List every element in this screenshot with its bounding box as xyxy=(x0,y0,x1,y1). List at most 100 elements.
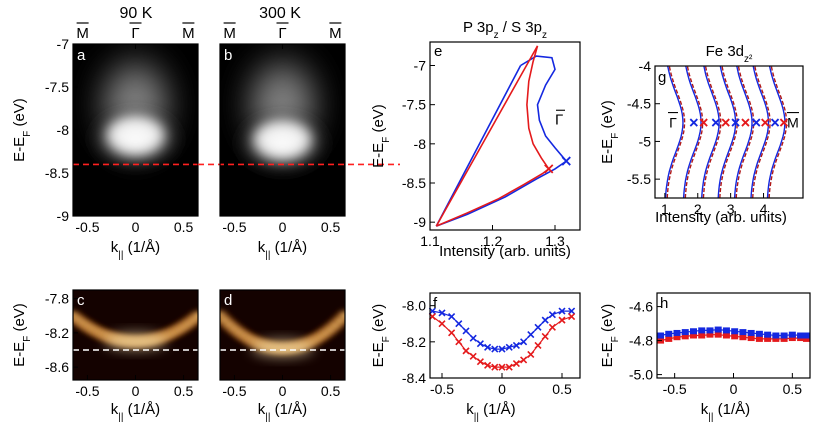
plot-frame xyxy=(219,289,346,381)
symmetry-point-label: M xyxy=(182,25,195,42)
data-point xyxy=(673,334,681,341)
panel-label: a xyxy=(77,47,86,64)
data-point xyxy=(714,331,722,338)
data-point xyxy=(548,323,556,331)
cross-marker-red xyxy=(761,118,770,127)
y-tick-label: -7.5 xyxy=(45,79,69,95)
x-tick-label: 0 xyxy=(279,383,287,399)
cross-marker-blue xyxy=(752,118,761,127)
panel-label: g xyxy=(658,69,666,86)
data-point xyxy=(772,332,780,339)
panel-d: -0.5 0 0.5 d k|| (1/Å) xyxy=(219,289,346,423)
edc-curve xyxy=(666,65,686,199)
x-tick-label: 0 xyxy=(132,383,140,399)
data-point xyxy=(484,343,492,351)
temp-label-90: 90 K xyxy=(120,5,153,22)
data-point xyxy=(558,316,566,324)
x-tick-label: 1.1 xyxy=(420,233,440,249)
x-tick-label: -0.5 xyxy=(430,381,454,397)
symmetry-point-label: M xyxy=(76,25,89,42)
data-point xyxy=(797,332,805,339)
y-axis-label: E-EF (eV) xyxy=(370,104,392,168)
y-tick-label: -5.5 xyxy=(627,171,651,187)
edc-curve xyxy=(750,65,770,199)
y-axis-label: E-EF (eV) xyxy=(370,304,392,368)
data-point xyxy=(802,335,810,342)
data-point xyxy=(698,332,706,339)
x-axis-label: k|| (1/Å) xyxy=(466,401,515,423)
data-point xyxy=(755,330,763,337)
panel-b: -0.5 0 0.5bM Γ Mk|| (1/Å) xyxy=(198,22,400,261)
data-point xyxy=(747,335,755,342)
y-tick-label: -9 xyxy=(414,214,427,230)
x-tick-label: 2 xyxy=(694,201,702,217)
data-point xyxy=(448,312,456,321)
x-axis-label: k|| (1/Å) xyxy=(111,401,160,423)
data-point xyxy=(764,331,772,338)
cross-marker xyxy=(544,164,554,174)
data-point xyxy=(731,333,739,340)
y-tick-label: -8.2 xyxy=(45,325,69,341)
series-line-3 xyxy=(435,45,539,227)
data-point xyxy=(706,331,714,338)
edc-curve xyxy=(768,65,788,199)
data-point xyxy=(568,312,576,321)
panel-e: 1.1 1.2 1.3 -9 -8.5 -8 -7.5 -7 e Γ P 3pz / S 3pz In… xyxy=(370,19,581,260)
y-tick-label: -7.5 xyxy=(402,97,426,113)
data-point xyxy=(788,335,796,342)
data-point xyxy=(491,345,499,353)
panel-g: 1 2 3 4 -5.5 -5 -4.5 -4 g Γ M Fe 3dz² Intensity (arb… xyxy=(599,43,804,226)
data-point xyxy=(448,329,456,337)
y-tick-label: -8.5 xyxy=(402,175,426,191)
series-line-0 xyxy=(436,55,568,227)
data-point xyxy=(527,350,535,359)
data-point xyxy=(772,335,780,342)
edc-curve xyxy=(752,65,771,199)
data-point xyxy=(568,307,576,315)
x-tick-label: 0 xyxy=(730,381,738,397)
cross-marker-blue xyxy=(731,118,740,127)
band-blob xyxy=(188,309,198,324)
y-tick-label: -4.8 xyxy=(629,333,653,349)
edc-curve xyxy=(664,65,684,199)
x-tick-label: 1.2 xyxy=(483,233,503,249)
data-point xyxy=(681,329,689,336)
data-point xyxy=(476,340,484,348)
data-point xyxy=(520,338,528,346)
plot-background xyxy=(430,42,580,230)
edc-curve xyxy=(682,65,702,199)
data-point xyxy=(739,334,747,341)
x-tick-label: -0.5 xyxy=(75,219,99,235)
data-point xyxy=(681,333,689,340)
y-tick-label: -8.0 xyxy=(402,298,426,314)
x-tick-label: 0.5 xyxy=(783,381,803,397)
heatmap-intensity xyxy=(73,309,198,351)
data-point xyxy=(512,341,520,350)
y-tick-label: -5.0 xyxy=(629,367,653,383)
band-core xyxy=(251,339,314,358)
edc-curve xyxy=(684,65,704,199)
y-tick-label: -7 xyxy=(57,36,70,52)
x-tick-label: 0 xyxy=(279,219,287,235)
gamma-annotation: Γ xyxy=(555,111,563,128)
x-tick-label: 1.3 xyxy=(545,233,565,249)
symmetry-point-label: M xyxy=(329,25,342,42)
edc-curve xyxy=(733,65,753,199)
cross-marker-red xyxy=(721,118,730,127)
data-point xyxy=(505,343,513,351)
data-point xyxy=(764,335,772,342)
cross-marker-blue xyxy=(770,118,780,127)
data-point xyxy=(780,335,788,342)
y-tick-label: -4.6 xyxy=(629,299,653,315)
y-tick-label: -8.4 xyxy=(402,370,426,386)
y-tick-label: -4.5 xyxy=(627,96,651,112)
edc-curve xyxy=(702,65,722,199)
y-tick-label: -8.6 xyxy=(45,359,69,375)
data-point xyxy=(455,320,463,328)
panel-title: P 3pz / S 3pz xyxy=(463,19,547,41)
y-tick-label: -8 xyxy=(57,122,70,138)
x-tick-label: 1 xyxy=(661,201,669,217)
y-tick-label: -7 xyxy=(414,58,427,74)
data-point xyxy=(722,332,730,339)
